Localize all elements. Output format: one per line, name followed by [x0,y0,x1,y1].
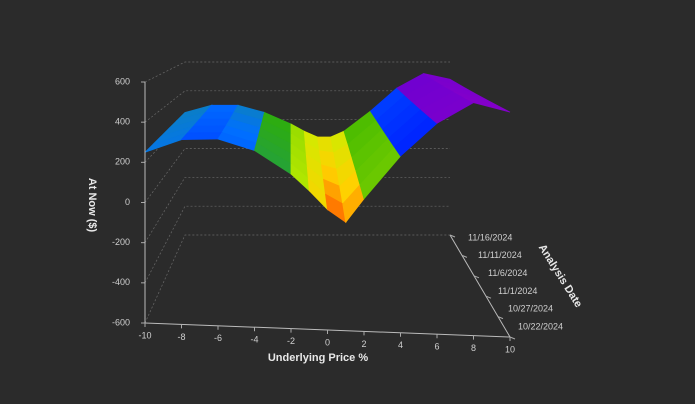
z-tick [461,254,468,258]
z-tick [485,295,492,299]
x-tick-label: 0 [325,337,330,347]
surface-patch [192,118,231,127]
x-tick-label: -8 [177,332,185,342]
y-tick-label: -400 [112,277,130,287]
x-tick-label: -2 [287,336,295,346]
z-tick-label: 11/11/2024 [478,250,522,260]
surface-patch [180,132,223,141]
x-tick-label: -10 [138,330,151,340]
surface-patch [198,111,235,120]
z-tick-label: 10/22/2024 [518,321,563,331]
z-tick [449,234,456,238]
surface-patch [186,125,227,134]
y-tick-label: 400 [115,117,130,127]
grid-line [144,234,450,324]
z-tick-label: 11/1/2024 [498,286,537,296]
z-tick [509,336,516,340]
z-axis [449,234,511,338]
axes: -600 -400 -200 0 200 400 600 -10 -8 -6 -4 -2 0 2 4 6 8 10… [112,76,563,354]
z-tick-label: 11/16/2024 [468,232,512,242]
x-tick-label: 2 [361,339,366,349]
grid-line [144,61,450,83]
surface [144,73,511,224]
x-tick-label: 4 [398,340,403,350]
x-tick-label: -4 [250,335,258,345]
grid-line [144,90,450,123]
x-axis-title: Underlying Price % [268,352,368,364]
grid-line [144,205,450,283]
y-tick-label: 0 [125,197,130,207]
z-tick-label: 10/27/2024 [508,304,553,314]
y-tick-label: 600 [115,76,130,86]
z-tick [497,316,504,320]
z-tick-label: 11/6/2024 [488,268,527,278]
y-tick-label: -600 [112,317,130,327]
x-tick-label: 8 [471,343,476,353]
y-axis-title: At Now ($) [86,178,98,233]
x-tick-label: 10 [505,344,515,354]
surface-patch [204,104,239,113]
y-tick-label: 200 [115,157,130,167]
z-tick [473,275,480,279]
x-tick-label: -6 [214,333,222,343]
surface-patch [463,96,511,113]
y-tick-label: -200 [112,237,130,247]
x-tick-label: 6 [434,342,439,352]
